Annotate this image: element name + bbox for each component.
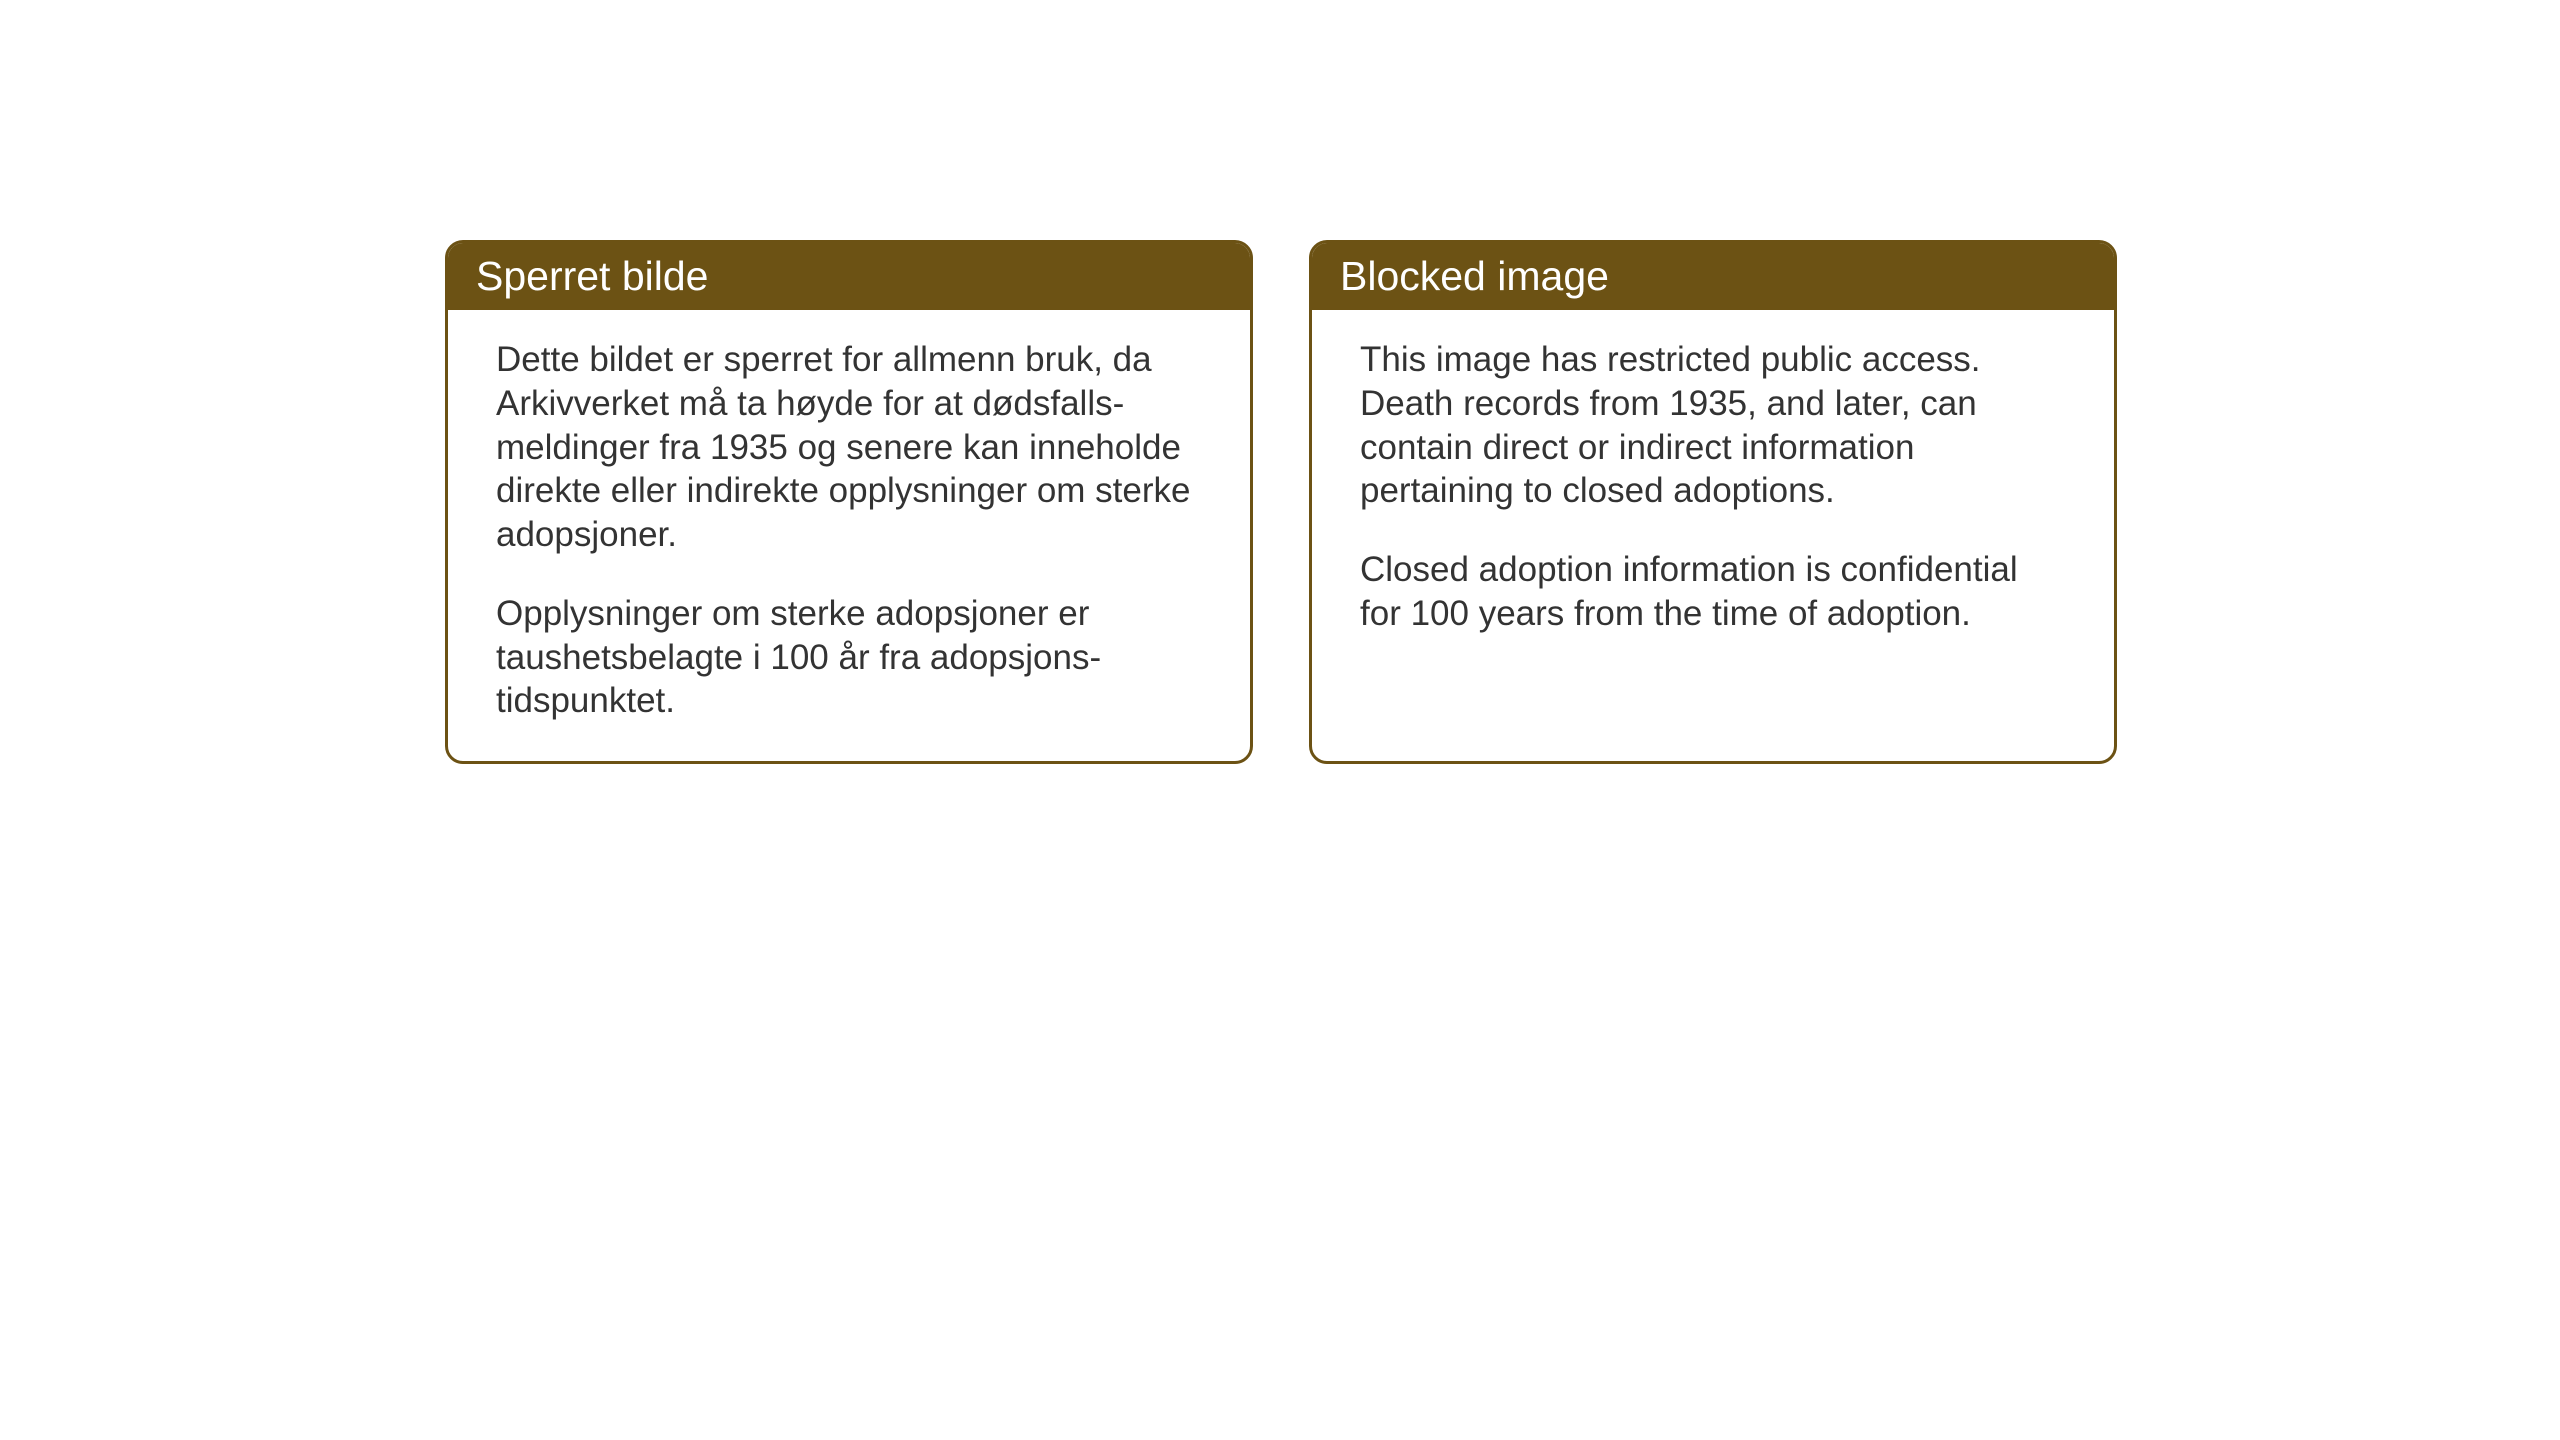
notice-card-norwegian: Sperret bilde Dette bildet er sperret fo… bbox=[445, 240, 1253, 764]
notice-title-english: Blocked image bbox=[1340, 253, 1609, 299]
notice-body-norwegian: Dette bildet er sperret for allmenn bruk… bbox=[448, 310, 1250, 761]
notice-container: Sperret bilde Dette bildet er sperret fo… bbox=[445, 240, 2117, 764]
notice-card-english: Blocked image This image has restricted … bbox=[1309, 240, 2117, 764]
notice-paragraph-2-norwegian: Opplysninger om sterke adopsjoner er tau… bbox=[496, 592, 1202, 723]
notice-paragraph-2-english: Closed adoption information is confident… bbox=[1360, 548, 2066, 636]
notice-header-norwegian: Sperret bilde bbox=[448, 243, 1250, 310]
notice-title-norwegian: Sperret bilde bbox=[476, 253, 708, 299]
notice-paragraph-1-english: This image has restricted public access.… bbox=[1360, 338, 2066, 513]
notice-paragraph-1-norwegian: Dette bildet er sperret for allmenn bruk… bbox=[496, 338, 1202, 557]
notice-body-english: This image has restricted public access.… bbox=[1312, 310, 2114, 674]
notice-header-english: Blocked image bbox=[1312, 243, 2114, 310]
